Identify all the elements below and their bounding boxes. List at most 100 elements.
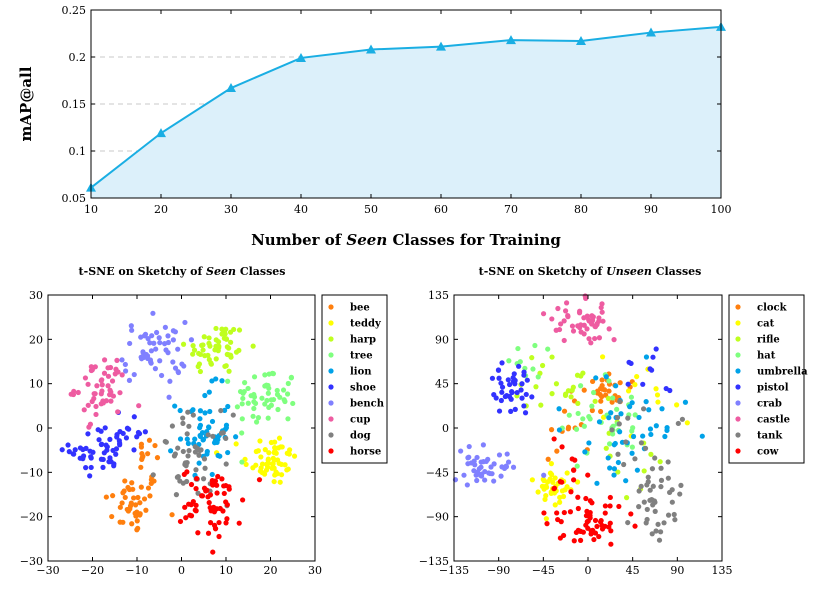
scatter-point-bee	[145, 485, 152, 491]
scatter-point-cow	[544, 521, 550, 527]
scatter-point-tree	[266, 371, 272, 377]
scatter-point-tank	[665, 512, 672, 518]
scatter-point-umbrella	[640, 433, 646, 439]
scatter-point-pistol	[514, 389, 520, 396]
scatter-point-castle	[558, 321, 564, 327]
scatter-point-dog	[180, 415, 186, 421]
scatter-point-teddy	[284, 467, 290, 473]
scatter-point-cow	[557, 479, 563, 485]
scatter-point-bee	[138, 484, 144, 490]
scatter-point-tree	[265, 415, 271, 421]
scatter-point-hat	[506, 358, 512, 364]
scatter-point-tree	[265, 390, 271, 396]
scatter-point-teddy	[257, 468, 263, 474]
scatter-point-crab	[488, 464, 494, 470]
scatter-point-castle	[565, 314, 571, 320]
scatter-point-cow	[551, 436, 557, 442]
scatter-point-cow	[587, 512, 593, 519]
scatter-point-cow	[607, 520, 613, 526]
scatter-point-tree	[285, 416, 291, 422]
scatter-point-hat	[577, 383, 584, 389]
scatter-point-crab	[491, 461, 497, 467]
scatter-point-cow	[555, 516, 561, 523]
scatter-point-pistol	[510, 375, 516, 381]
scatter-point-pistol	[653, 346, 659, 352]
scatter-point-cat	[548, 461, 554, 467]
scatter-point-castle	[570, 328, 577, 334]
scatter-point-dog	[230, 412, 236, 418]
scatter-point-bench	[148, 348, 155, 354]
scatter-point-castle	[599, 301, 605, 307]
scatter-point-cow	[584, 508, 590, 514]
scatter-point-castle	[590, 314, 596, 320]
scatter-point-castle	[577, 324, 583, 331]
scatter-point-umbrella	[603, 374, 609, 380]
scatter-point-cat	[529, 477, 535, 483]
scatter-point-teddy	[286, 451, 292, 457]
scatter-point-bench	[157, 358, 163, 364]
scatter-point-cup	[117, 390, 123, 396]
scatter-point-shoe	[83, 465, 89, 471]
scatter-point-tank	[623, 439, 629, 445]
scatter-point-shoe	[103, 442, 109, 448]
tsne-unseen-chart: t-SNE on Sketchy of Unseen Classes −135−…	[419, 265, 808, 577]
scatter-point-harp	[201, 334, 207, 340]
scatter-point-horse	[181, 471, 187, 477]
x-tick-label: 135	[712, 564, 733, 577]
scatter-point-pistol	[507, 381, 513, 388]
scatter-point-crab	[482, 468, 488, 475]
scatter-point-lion	[209, 471, 215, 478]
scatter-point-lion	[177, 407, 183, 414]
scatter-point-lion	[204, 451, 210, 457]
scatter-point-bee	[127, 503, 134, 509]
scatter-point-crab	[474, 454, 480, 461]
scatter-point-cup	[89, 398, 95, 405]
scatter-point-tree	[239, 416, 245, 422]
scatter-point-umbrella	[556, 427, 563, 433]
scatter-point-tank	[669, 499, 675, 505]
scatter-point-teddy	[287, 447, 293, 453]
scatter-point-bench	[182, 319, 188, 326]
scatter-point-cow	[591, 536, 597, 543]
scatter-point-cup	[136, 403, 142, 409]
scatter-point-teddy	[276, 435, 283, 441]
scatter-point-umbrella	[615, 459, 621, 466]
scatter-point-tree	[274, 391, 281, 398]
map-point-marker	[506, 35, 516, 45]
scatter-point-lion	[206, 424, 212, 431]
scatter-point-castle	[582, 293, 588, 299]
y-tick-label: 0.05	[62, 192, 87, 205]
scatter-point-teddy	[262, 447, 268, 453]
scatter-point-rifle	[565, 388, 572, 394]
scatter-point-cup	[82, 375, 89, 381]
scatter-point-bee	[138, 441, 145, 447]
scatter-point-teddy	[277, 479, 283, 485]
y-tick-label: 0.1	[69, 145, 87, 158]
x-tick-label: 100	[711, 203, 732, 216]
scatter-point-cow	[554, 510, 560, 516]
scatter-point-cow	[585, 518, 591, 524]
scatter-point-teddy	[271, 465, 277, 471]
scatter-point-pistol	[650, 354, 656, 360]
scatter-point-cup	[93, 411, 99, 418]
scatter-point-horse	[205, 530, 212, 536]
scatter-point-tank	[650, 502, 656, 508]
scatter-point-shoe	[111, 461, 117, 467]
scatter-point-bench	[122, 368, 129, 374]
y-axis-label: mAP@all	[17, 66, 35, 141]
scatter-point-lion	[172, 403, 178, 409]
scatter-point-cat	[551, 490, 558, 496]
scatter-point-pistol	[498, 380, 504, 386]
y-tick-label: 10	[29, 378, 43, 391]
scatter-point-horse	[177, 518, 184, 525]
scatter-point-bench	[129, 327, 135, 333]
scatter-point-pistol	[640, 381, 646, 387]
scatter-point-shoe	[100, 464, 106, 470]
scatter-point-rifle	[549, 354, 555, 360]
scatter-point-bee	[131, 495, 137, 501]
scatter-point-harp	[236, 327, 243, 333]
scatter-point-harp	[231, 326, 237, 333]
scatter-point-cat	[535, 489, 541, 495]
scatter-point-dog	[193, 467, 199, 473]
scatter-point-dog	[220, 430, 226, 436]
